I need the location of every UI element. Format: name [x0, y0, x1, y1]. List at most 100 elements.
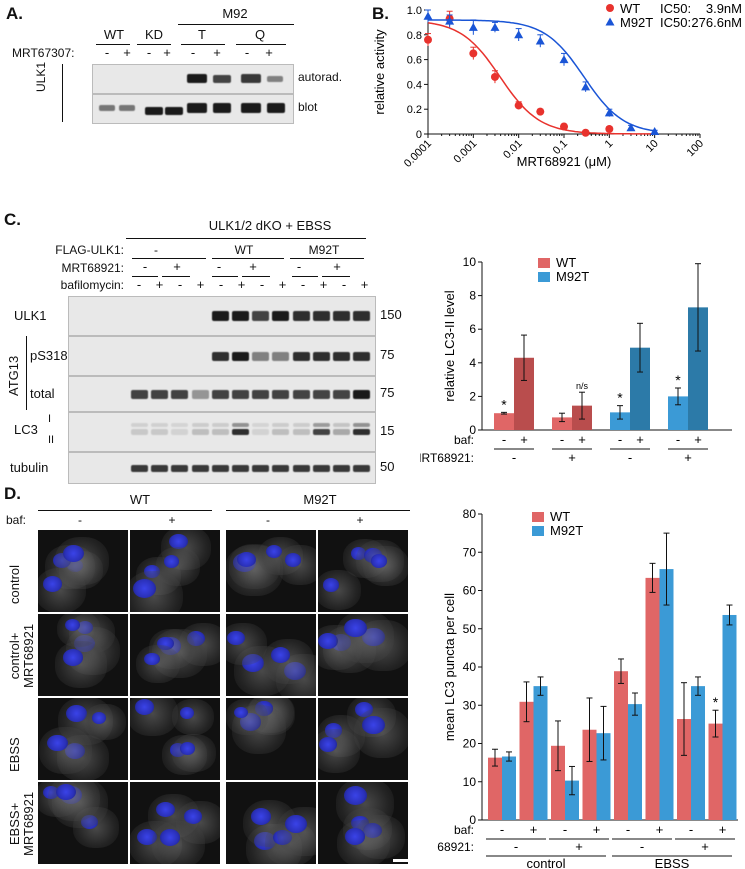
blot-band	[131, 429, 148, 435]
bar-wt	[519, 701, 534, 820]
legend-swatch	[538, 258, 550, 268]
mrt68921-sign: +	[249, 259, 257, 274]
nucleus	[237, 551, 257, 568]
bar-annotation: *	[617, 390, 623, 406]
bafilomycin-sign: -	[177, 277, 183, 292]
baf-sign: -	[560, 432, 564, 447]
data-point-m92t	[535, 36, 545, 45]
blot-band	[171, 423, 189, 427]
nucleus	[344, 618, 368, 638]
legend-name: M92T	[620, 15, 653, 30]
panel-label-c: C.	[4, 210, 21, 229]
blot-band	[151, 389, 169, 399]
nucleus	[65, 618, 80, 631]
bar-wt	[552, 417, 572, 430]
panel-label-b: B.	[372, 4, 389, 23]
panel-c-blot: ULK1/2 dKO + EBSS FLAG-ULK1: MRT68921: b…	[0, 200, 420, 484]
condition-row-label: EBSS+ MRT68921	[7, 791, 36, 856]
bar-wt	[614, 671, 628, 820]
nucleus	[227, 630, 245, 646]
micrograph	[226, 782, 316, 864]
nucleus	[362, 715, 385, 734]
y-tick-label: 0.8	[407, 30, 422, 42]
nucleus	[62, 544, 84, 563]
legend-marker-wt	[606, 4, 614, 12]
blot-label-total: total	[30, 386, 55, 401]
scale-bar	[393, 859, 409, 862]
y-tick-label: 0.6	[407, 55, 422, 67]
nucleus	[322, 578, 340, 592]
blot-band	[252, 389, 270, 399]
baf-sign: -	[626, 822, 630, 837]
mrt68921-sign: +	[333, 259, 341, 274]
nucleus	[270, 647, 290, 663]
data-point-m92t	[604, 108, 614, 117]
blot-band	[252, 464, 270, 472]
lc3-form-ii: II	[48, 434, 55, 446]
legend-swatch	[532, 512, 544, 522]
blot-band	[272, 311, 290, 321]
bafilomycin-sign: -	[300, 277, 306, 292]
nucleus	[344, 785, 368, 805]
baf-sign: +	[520, 432, 528, 447]
bar-m92t	[628, 704, 642, 820]
data-point-wt	[469, 49, 478, 58]
data-point-wt	[560, 122, 568, 131]
m92-group-label: M92	[222, 6, 248, 21]
underline-mrt	[322, 276, 350, 277]
genotype-wt: WT	[129, 492, 151, 507]
bafilomycin-sign: -	[136, 277, 142, 292]
data-point-m92t	[490, 22, 500, 31]
blot-band	[232, 423, 249, 427]
mrt68921-sign: +	[568, 450, 576, 465]
data-point-wt	[605, 125, 614, 134]
fit-curve-wt	[427, 22, 655, 135]
data-point-wt	[514, 101, 523, 110]
blot-band	[333, 464, 350, 472]
legend-swatch	[538, 272, 550, 282]
blot-band	[191, 429, 209, 435]
cell-body	[363, 546, 408, 587]
blot-band	[353, 464, 371, 472]
blot-band	[333, 351, 350, 361]
68921-sign: +	[701, 839, 709, 854]
x-axis-label: MRT68921 (μM)	[517, 154, 612, 169]
condition-row-label: EBSS	[7, 737, 22, 772]
nucleus	[184, 809, 203, 825]
y-tick-label: 80	[463, 507, 477, 521]
nucleus	[163, 555, 180, 569]
68921-sign: -	[640, 839, 644, 854]
blot-band	[252, 423, 270, 427]
legend-ic50-value: 3.9nM	[706, 1, 742, 16]
blot-band	[292, 389, 310, 399]
data-point-wt	[490, 72, 499, 81]
data-point-wt	[581, 128, 590, 137]
nucleus	[144, 652, 160, 666]
bafilomycin-sign: +	[360, 277, 369, 292]
bar-wt	[708, 723, 723, 820]
blot-band	[131, 464, 148, 472]
panel-label-a: A.	[6, 4, 23, 23]
micrograph	[38, 530, 128, 612]
cell-body	[226, 698, 269, 735]
mrt67307-sign: +	[213, 45, 221, 60]
micrograph	[130, 614, 220, 696]
blot-band	[171, 389, 189, 399]
atg13-total-blot-row	[68, 376, 376, 412]
condition-row-label: control	[7, 564, 22, 604]
blot-band	[333, 311, 350, 321]
blot-band	[353, 311, 371, 321]
legend-swatch	[532, 526, 544, 536]
mrt67307-sign: -	[244, 45, 250, 60]
group-label-ebss: EBSS	[655, 856, 690, 869]
nucleus	[318, 737, 337, 753]
baf-sign: +	[636, 432, 644, 447]
cell-body	[39, 726, 93, 774]
blot-band	[312, 311, 330, 321]
baf-sign-2: +	[168, 513, 176, 527]
data-point-wt	[536, 107, 545, 116]
y-tick-label: 1.0	[407, 5, 422, 17]
mw-marker: 75	[380, 347, 395, 362]
bafilomycin-sign: -	[341, 277, 347, 292]
nucleus	[159, 829, 181, 846]
